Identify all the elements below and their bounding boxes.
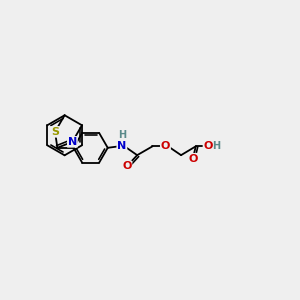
Text: O: O [203,141,213,151]
Text: O: O [188,154,197,164]
Text: N: N [117,141,127,151]
Text: N: N [68,137,77,147]
Text: O: O [122,161,132,171]
Text: H: H [212,141,220,151]
Text: S: S [51,127,59,137]
Text: H: H [118,130,126,140]
Text: O: O [161,141,170,151]
